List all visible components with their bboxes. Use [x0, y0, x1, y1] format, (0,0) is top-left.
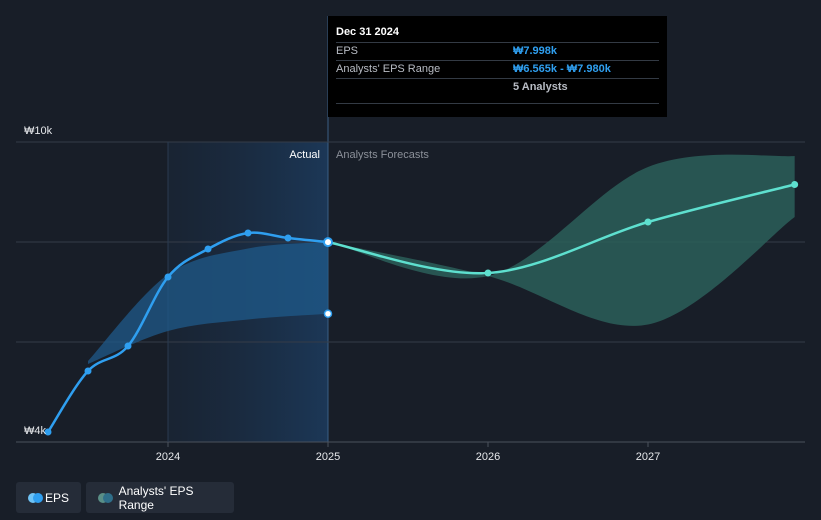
- eps-data-point: [244, 229, 252, 237]
- tooltip-row-eps: EPS ₩7.998k: [336, 42, 659, 60]
- tooltip: Dec 31 2024 EPS ₩7.998k Analysts' EPS Ra…: [328, 16, 667, 117]
- legend-item-eps[interactable]: EPS: [16, 482, 81, 513]
- tooltip-key: [336, 79, 513, 103]
- eps-data-point: [284, 234, 292, 242]
- region-label-actual: Actual: [289, 149, 320, 161]
- tooltip-row-range: Analysts' EPS Range ₩6.565k - ₩7.980k: [336, 60, 659, 78]
- x-tick-label: 2027: [636, 451, 660, 463]
- x-tick-label: 2025: [316, 451, 340, 463]
- tooltip-row-analysts: 5 Analysts: [336, 78, 659, 104]
- legend-item-range[interactable]: Analysts' EPS Range: [86, 482, 234, 513]
- eps-swatch-icon: [28, 492, 43, 503]
- region-label-forecast: Analysts Forecasts: [336, 149, 429, 161]
- eps-forecast-line: [326, 183, 796, 275]
- tooltip-key: Analysts' EPS Range: [336, 63, 441, 75]
- eps-data-point: [44, 428, 52, 436]
- tooltip-key: EPS: [336, 45, 359, 57]
- eps-data-point: [84, 367, 92, 375]
- tooltip-value: 5 Analysts: [513, 81, 568, 93]
- legend-label-range: Analysts' EPS Range: [118, 483, 194, 512]
- analysts-range-actual-band: [88, 242, 328, 364]
- range-swatch-icon: [98, 492, 113, 503]
- legend-label-eps: EPS: [44, 490, 69, 505]
- eps-data-point: [164, 273, 172, 281]
- y-label-bottom: ₩4k: [24, 425, 47, 437]
- tooltip-value: ₩6.565k - ₩7.980k: [513, 63, 611, 75]
- eps-data-point: [124, 342, 132, 350]
- eps-forecast-point: [644, 218, 652, 226]
- eps-forecast-point: [791, 181, 799, 188]
- x-tick-label: 2024: [156, 451, 180, 463]
- analysts-range-low-point: [323, 309, 333, 318]
- tooltip-date: Dec 31 2024: [336, 26, 399, 38]
- eps-data-point: [323, 237, 333, 248]
- tooltip-value: ₩7.998k: [513, 45, 558, 57]
- x-tick-label: 2026: [476, 451, 500, 463]
- eps-forecast-point: [484, 269, 492, 277]
- y-label-top: ₩10k: [24, 125, 53, 137]
- analysts-range-forecast-band: [328, 154, 795, 326]
- eps-data-point: [204, 245, 212, 253]
